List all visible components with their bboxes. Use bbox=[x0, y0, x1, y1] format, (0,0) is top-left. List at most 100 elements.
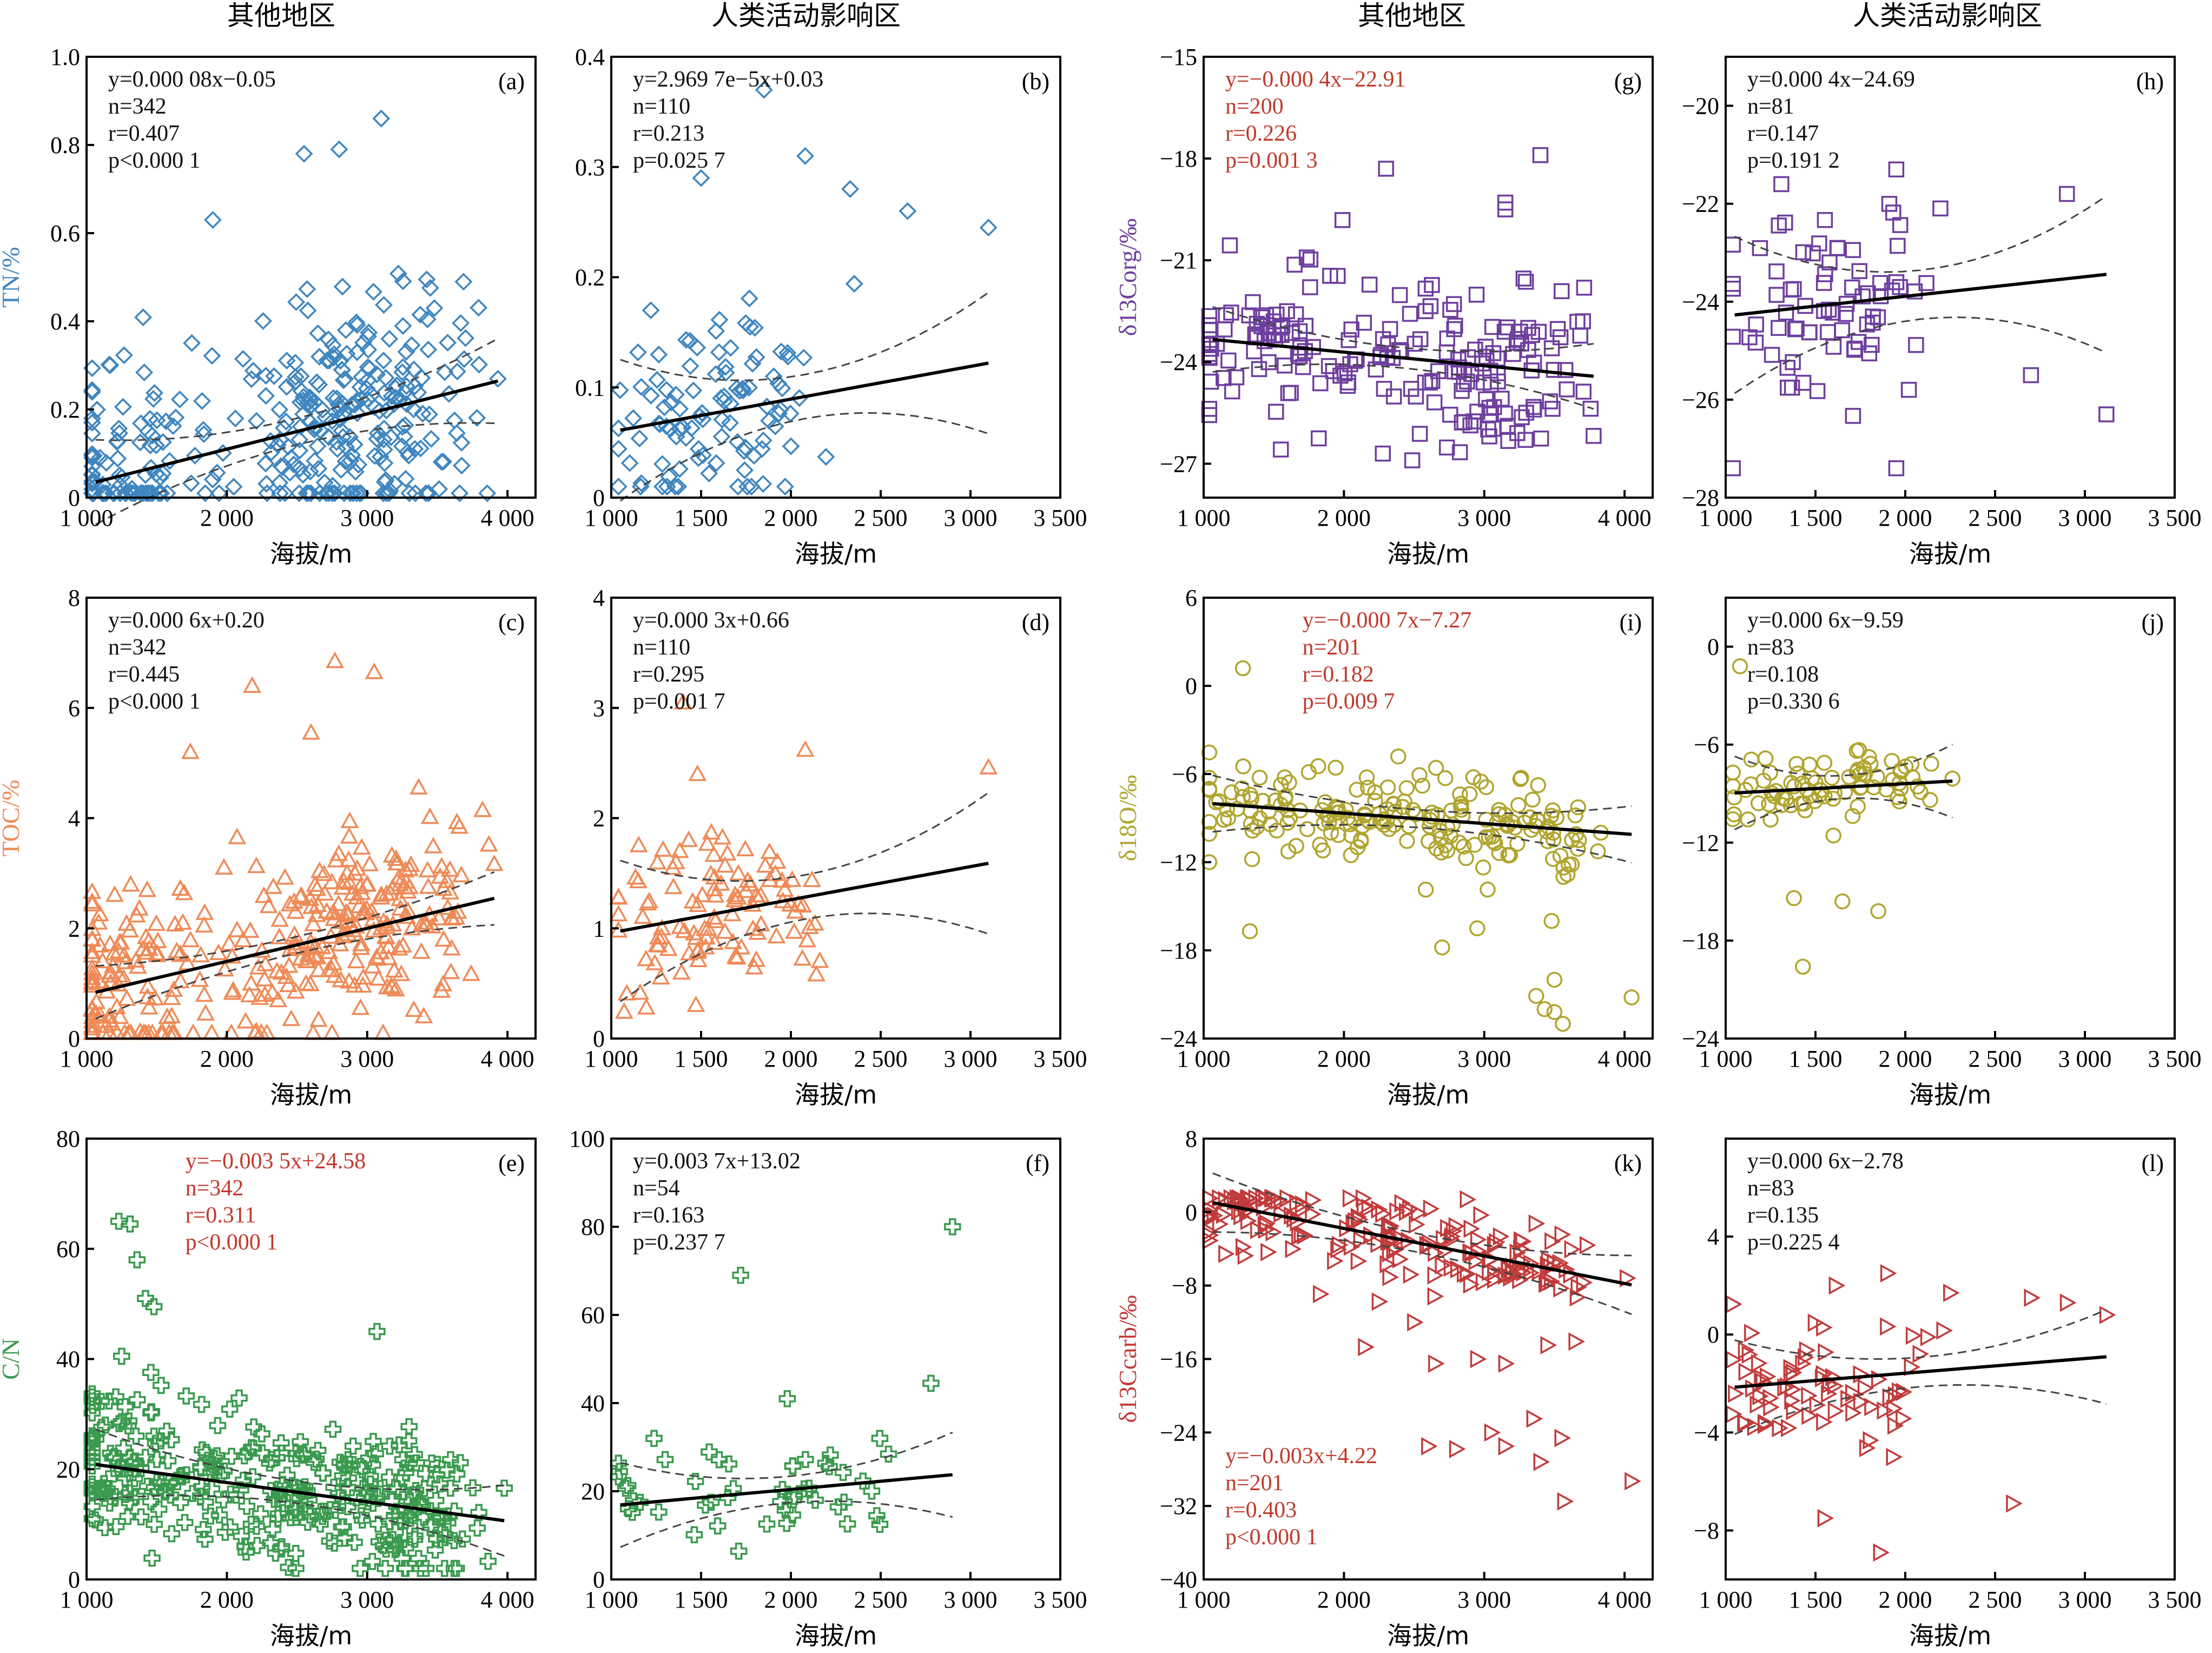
data-point bbox=[1888, 460, 1905, 477]
data-point bbox=[1754, 1368, 1771, 1387]
data-point bbox=[1552, 1254, 1569, 1273]
data-point bbox=[332, 461, 351, 479]
data-point bbox=[141, 436, 160, 454]
data-point bbox=[677, 330, 695, 349]
data-point bbox=[1725, 460, 1741, 477]
data-point bbox=[346, 864, 365, 881]
data-point bbox=[1549, 321, 1566, 337]
data-point bbox=[401, 1510, 419, 1527]
data-point bbox=[1757, 750, 1774, 766]
data-point bbox=[203, 211, 222, 229]
data-point bbox=[171, 879, 190, 896]
x-axis-label: 海拔/m bbox=[795, 539, 877, 568]
data-point bbox=[1552, 848, 1569, 864]
data-point bbox=[395, 1483, 413, 1501]
data-point bbox=[84, 484, 103, 502]
data-point bbox=[1752, 240, 1768, 256]
data-point bbox=[128, 1251, 146, 1268]
data-point bbox=[317, 902, 336, 919]
data-point bbox=[351, 998, 370, 1015]
points-b bbox=[609, 81, 998, 496]
data-point bbox=[130, 899, 149, 916]
data-point bbox=[319, 330, 338, 348]
data-point bbox=[1460, 1265, 1476, 1284]
x-tick-label: 4 000 bbox=[1598, 1586, 1652, 1613]
data-point bbox=[693, 885, 712, 902]
data-point bbox=[319, 961, 338, 977]
ci-upper-e bbox=[95, 1428, 505, 1491]
y-tick-label: −22 bbox=[1682, 191, 1719, 217]
x-tick-label: 2 500 bbox=[1969, 1046, 2022, 1072]
data-point bbox=[742, 478, 761, 496]
data-point bbox=[1773, 176, 1790, 193]
data-point bbox=[390, 1536, 408, 1553]
data-point bbox=[1747, 334, 1764, 351]
data-point bbox=[341, 1456, 359, 1473]
data-point bbox=[631, 983, 650, 1000]
data-point bbox=[115, 946, 134, 963]
data-point bbox=[333, 421, 351, 440]
data-point bbox=[292, 1433, 309, 1451]
data-point bbox=[97, 1016, 116, 1033]
data-point bbox=[401, 1517, 419, 1535]
panel-c: 1 000 2 000 3 000 4 000 0 2 4 6 8 海拔/m TOC/% (c) y=0… bbox=[0, 585, 537, 1109]
points-h bbox=[1725, 161, 2115, 477]
data-point bbox=[778, 1390, 796, 1407]
stat-line: n=83 bbox=[1747, 1176, 1794, 1201]
data-point bbox=[400, 484, 419, 502]
data-point bbox=[447, 908, 466, 925]
data-point bbox=[141, 409, 159, 428]
x-tick-label: 2 500 bbox=[854, 1586, 908, 1613]
data-point bbox=[1258, 1189, 1275, 1208]
data-point bbox=[128, 1391, 146, 1409]
data-point bbox=[1790, 765, 1806, 782]
data-point bbox=[216, 1524, 234, 1541]
data-point bbox=[1328, 759, 1344, 776]
data-point bbox=[331, 410, 349, 428]
data-point bbox=[1260, 354, 1277, 371]
data-point bbox=[195, 985, 214, 1002]
data-point bbox=[645, 1430, 663, 1447]
data-point bbox=[1890, 237, 1906, 254]
x-tick-label: 1 500 bbox=[675, 505, 728, 531]
data-point bbox=[720, 1455, 737, 1473]
data-point bbox=[1404, 452, 1421, 468]
x-tick-label: 3 500 bbox=[1034, 1046, 1087, 1072]
data-point bbox=[1816, 1412, 1833, 1431]
data-point bbox=[1807, 1313, 1825, 1332]
x-tick-label: 2 000 bbox=[1317, 1586, 1371, 1613]
data-point bbox=[377, 1540, 395, 1558]
data-point bbox=[1848, 743, 1865, 759]
data-point bbox=[195, 425, 213, 444]
data-point bbox=[2098, 406, 2115, 422]
data-point bbox=[1201, 770, 1218, 786]
data-point bbox=[1482, 362, 1498, 379]
y-tick-label: −8 bbox=[1172, 1273, 1197, 1299]
data-point bbox=[2006, 1494, 2023, 1513]
data-point bbox=[243, 1439, 260, 1456]
data-point bbox=[1500, 847, 1516, 863]
data-point bbox=[1783, 1365, 1800, 1384]
data-point bbox=[652, 918, 671, 936]
data-point bbox=[778, 1515, 795, 1532]
data-point bbox=[1277, 357, 1293, 374]
data-point bbox=[184, 1485, 201, 1502]
data-point bbox=[315, 884, 334, 901]
y-tick-label: 6 bbox=[68, 695, 80, 722]
data-point bbox=[632, 474, 651, 492]
data-point bbox=[754, 475, 772, 493]
data-point bbox=[287, 1545, 305, 1562]
data-point bbox=[688, 942, 707, 959]
data-point bbox=[1768, 287, 1785, 303]
fit-line-e bbox=[95, 1463, 505, 1523]
data-point bbox=[1412, 331, 1429, 347]
data-point bbox=[150, 1500, 168, 1518]
data-point bbox=[1240, 1212, 1257, 1231]
data-point bbox=[1816, 1318, 1833, 1337]
data-point bbox=[1509, 331, 1526, 347]
data-point bbox=[664, 877, 683, 894]
data-point bbox=[1411, 767, 1428, 783]
data-point bbox=[1854, 288, 1871, 305]
x-tick-label: 2 000 bbox=[1879, 505, 1932, 531]
data-point bbox=[1726, 789, 1742, 805]
